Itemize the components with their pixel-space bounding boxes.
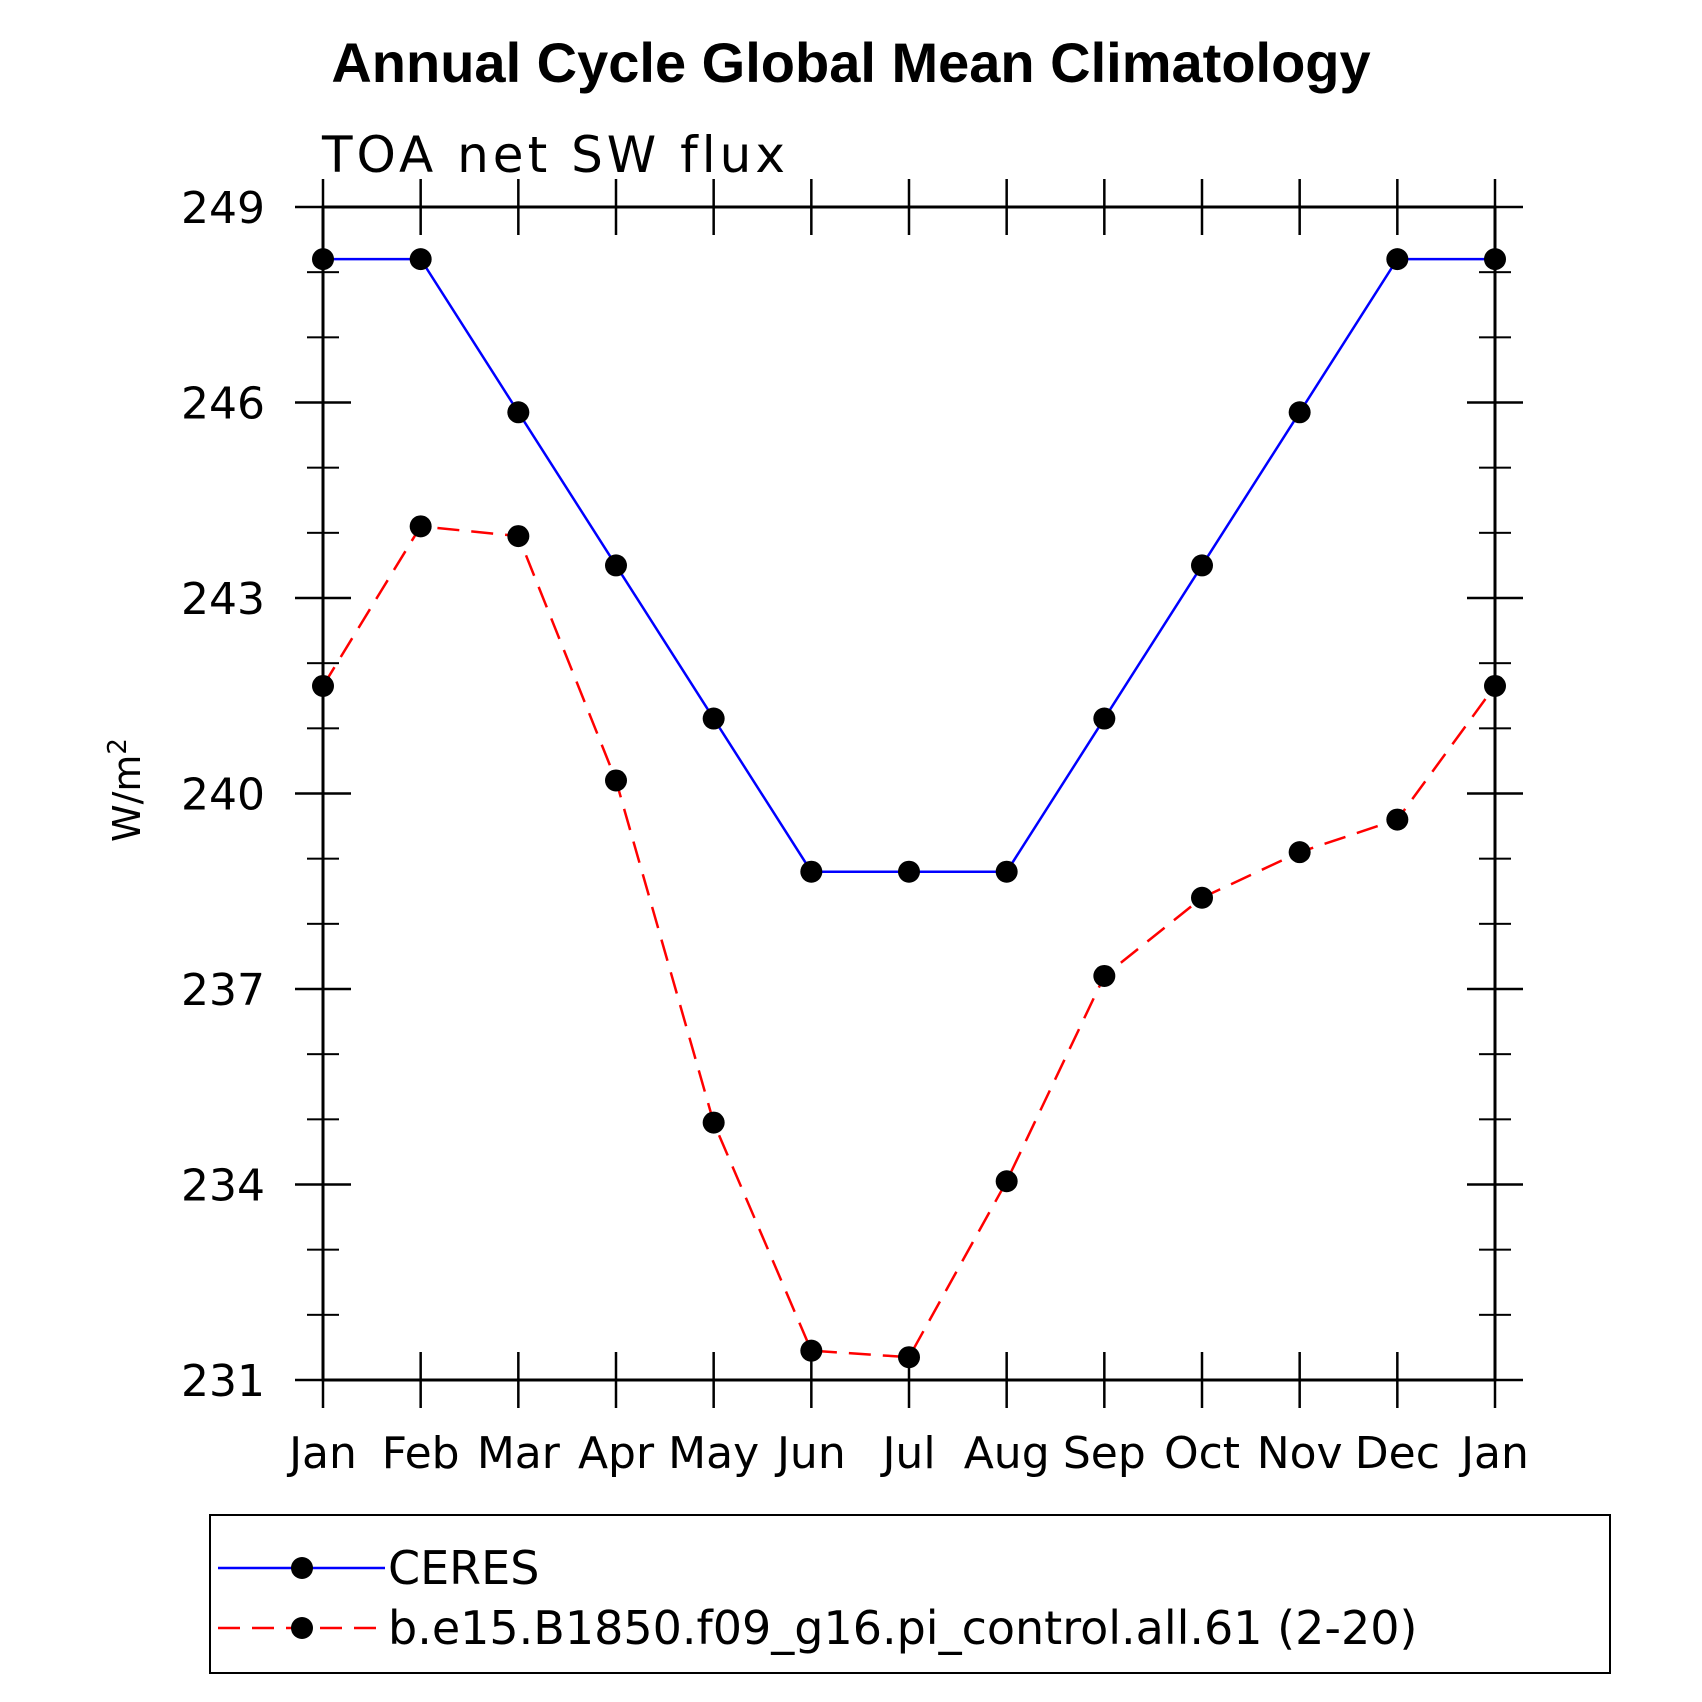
x-tick-label: Oct (1164, 1428, 1240, 1479)
series-2-point (702, 1111, 725, 1134)
y-tick-label: 243 (181, 574, 265, 625)
y-tick-label: 231 (181, 1356, 265, 1407)
series-line-1 (323, 257, 1495, 873)
x-tick-label: Jan (1458, 1428, 1529, 1479)
series-line-2 (321, 524, 1497, 1359)
series-2-point (1191, 886, 1213, 909)
series-2-point (1288, 841, 1311, 864)
series-1-point (1191, 554, 1213, 577)
y-axis-label-superscript: 2 (103, 738, 133, 755)
series-2-point (1386, 808, 1409, 831)
x-tick-label: Nov (1257, 1428, 1343, 1479)
series-1-point (605, 554, 627, 577)
x-tick-label: Jan (286, 1428, 357, 1479)
x-tick-label: Dec (1355, 1428, 1440, 1479)
y-tick-label: 249 (181, 183, 265, 234)
series-2-point (605, 769, 627, 792)
series-1-point (898, 860, 920, 883)
y-tick-label: 234 (181, 1161, 265, 1212)
chart-subtitle: TOA net SW flux (321, 126, 789, 184)
y-tick-label: 246 (181, 379, 265, 430)
series-1-point (507, 401, 530, 424)
series-1-point (1288, 401, 1311, 424)
x-tick-label: Aug (964, 1428, 1050, 1479)
y-axis-label: W/m2 (103, 738, 149, 842)
series-1-point (312, 248, 334, 271)
y-tick-label: 237 (181, 965, 265, 1016)
series-2-point (312, 674, 334, 697)
series-1-point (1484, 248, 1506, 271)
y-axis-label-base: W/m (105, 755, 149, 842)
series-1-point (702, 707, 725, 730)
series-2-point (800, 1339, 823, 1362)
x-tick-label: Sep (1063, 1428, 1146, 1479)
legend-marker-1 (291, 1557, 313, 1579)
series-1-point (409, 248, 432, 271)
series-2-point (1484, 674, 1506, 697)
x-tick-label: Jul (879, 1428, 935, 1479)
legend-box (209, 1514, 1611, 1674)
plot-area: Jan Feb Mar Apr May Jun Jul Aug Sep Oct Nov Dec Jan 2… (181, 179, 1529, 1479)
legend-label-1: CERES (388, 1541, 539, 1595)
series-2-point (409, 515, 432, 538)
series-2-point (1093, 964, 1116, 987)
x-tick-label: Jun (774, 1428, 846, 1479)
legend-label-2: b.e15.B1850.f09_g16.pi_control.all.61 (2… (388, 1601, 1417, 1655)
legend-marker-2 (291, 1617, 313, 1639)
series-2-point (898, 1346, 920, 1369)
y-tick-label: 240 (181, 770, 265, 821)
series-1-point (995, 860, 1018, 883)
x-tick-label: Feb (382, 1428, 460, 1479)
legend: CERES b.e15.B1850.f09_g16.pi_control.all.… (218, 1541, 1417, 1655)
x-tick-label: Mar (477, 1428, 561, 1479)
chart-title: Annual Cycle Global Mean Climatology (331, 31, 1370, 94)
series-1-point (1386, 248, 1409, 271)
series-2-point (507, 525, 530, 548)
series-1-point (1093, 707, 1116, 730)
x-tick-label: May (668, 1428, 759, 1479)
x-tick-label: Apr (578, 1428, 655, 1479)
series-2-point (995, 1170, 1018, 1193)
series-1-point (800, 860, 823, 883)
